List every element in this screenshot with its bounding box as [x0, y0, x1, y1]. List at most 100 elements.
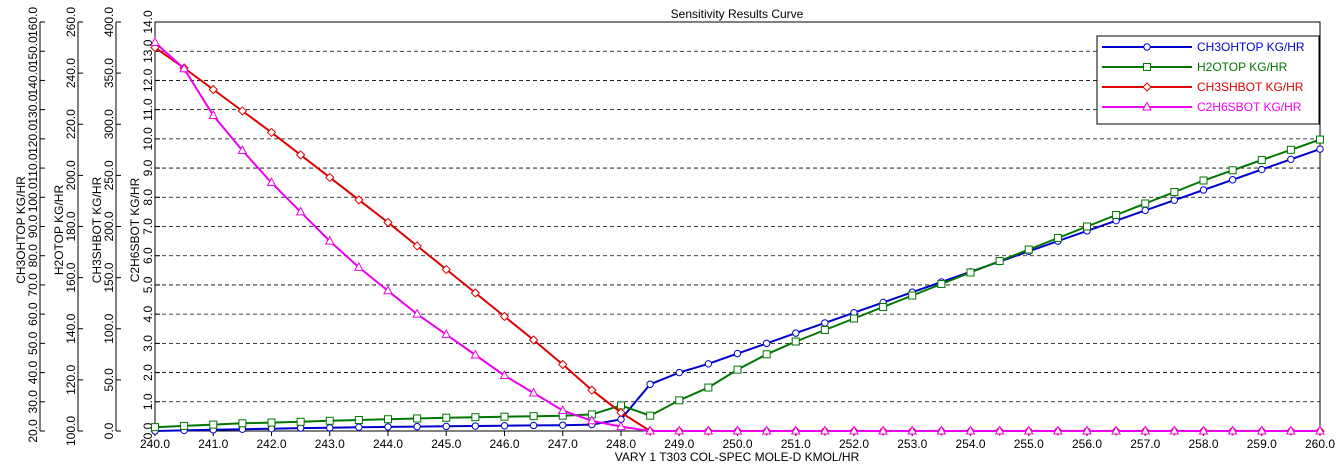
y-tick-label: 14.0: [141, 10, 155, 34]
data-point-triangle: [616, 421, 626, 431]
legend: CH3OHTOP KG/HR H2OTOP KG/HR CH3SHBOT KG/HR…: [1096, 35, 1320, 125]
y-axis-label-ch3shbot: CH3SHBOT KG/HR: [90, 176, 104, 283]
data-point-square: [238, 419, 247, 428]
data-point-circle: [1258, 165, 1266, 174]
data-point-diamond: [208, 84, 218, 95]
x-axis-label: VARY 1 T303 COL-SPEC MOLE-D KMOL/HR: [615, 450, 860, 464]
data-point-square: [791, 337, 800, 346]
y-tick-label: 300.0: [102, 109, 116, 139]
data-point-triangle: [1198, 425, 1209, 435]
y-tick-label: 260.0: [64, 7, 78, 37]
data-point-triangle: [557, 404, 568, 415]
data-point-square: [1257, 156, 1266, 165]
series-group: [150, 36, 1325, 436]
data-point-circle: [1228, 176, 1237, 184]
data-point-triangle: [441, 329, 452, 339]
data-point-square: [1141, 199, 1150, 208]
y-tick-label: 20.0: [26, 419, 40, 443]
x-tick-label: 256.0: [1072, 437, 1102, 451]
data-point-square: [1083, 222, 1091, 231]
data-point-triangle: [936, 425, 947, 435]
data-point-triangle: [1082, 425, 1092, 435]
data-point-triangle: [994, 425, 1005, 435]
data-point-diamond: [587, 385, 597, 395]
data-point-triangle: [820, 425, 830, 435]
y-tick-label: 2.0: [141, 364, 155, 381]
data-point-diamond: [441, 264, 451, 275]
x-tick-label: 251.0: [781, 437, 811, 451]
y-tick-label: 100.0: [26, 182, 40, 212]
x-tick-label: 259.0: [1247, 437, 1277, 451]
series-ch3ohtop: [151, 145, 1324, 435]
data-point-square: [1053, 234, 1062, 243]
data-point-triangle: [1286, 425, 1296, 435]
legend-entry: H2OTOP KG/HR: [1102, 60, 1288, 74]
series-line: [154, 138, 1321, 429]
y-tick-label: 10.0: [141, 127, 155, 151]
data-point-square: [267, 418, 276, 427]
y-tick-label: 140.0: [64, 313, 78, 343]
data-point-triangle: [237, 144, 248, 155]
data-point-circle: [1143, 43, 1151, 51]
x-tick-label: 244.0: [373, 437, 403, 451]
y-tick-label: 350.0: [102, 58, 116, 88]
x-tick-label: 257.0: [1130, 437, 1160, 451]
data-point-square: [908, 291, 917, 300]
y-tick-label: 250.0: [102, 160, 116, 190]
data-point-circle: [1316, 145, 1324, 153]
y-tick-label: 110.0: [26, 153, 40, 182]
x-tick-label: 240.0: [140, 437, 170, 451]
data-point-square: [1112, 210, 1121, 219]
data-point-triangle: [732, 425, 743, 435]
data-point-square: [733, 365, 742, 374]
data-point-triangle: [266, 177, 277, 187]
data-point-triangle: [587, 415, 597, 425]
data-point-square: [1316, 135, 1324, 144]
data-point-diamond: [528, 335, 539, 345]
y-tick-label: 140.0: [26, 65, 40, 95]
data-point-square: [413, 414, 422, 423]
data-point-triangle: [849, 425, 859, 435]
data-point-square: [820, 326, 829, 335]
data-point-triangle: [412, 308, 422, 318]
data-point-triangle: [1140, 425, 1151, 435]
y-tick-label: 8.0: [141, 189, 155, 206]
y-tick-label: 30.0: [26, 390, 40, 414]
y-tick-label: 220.0: [64, 109, 78, 139]
y-tick-label: 70.0: [26, 273, 40, 297]
data-point-triangle: [208, 109, 219, 119]
legend-label: C2H6SBOT KG/HR: [1197, 100, 1302, 114]
data-point-circle: [1141, 206, 1149, 215]
data-point-square: [325, 416, 334, 425]
y-axis-label-c2h6sbot: C2H6SBOT KG/HR: [128, 177, 142, 282]
data-point-circle: [500, 422, 509, 430]
data-point-diamond: [383, 217, 393, 228]
y-tick-label: 60.0: [26, 302, 40, 326]
data-point-square: [617, 401, 625, 410]
data-point-square: [500, 412, 509, 421]
data-point-triangle: [1053, 425, 1063, 435]
data-point-diamond: [470, 288, 481, 298]
data-point-triangle: [674, 425, 685, 435]
data-point-square: [937, 280, 946, 289]
data-point-circle: [762, 339, 771, 348]
x-tick-label: 248.0: [606, 437, 636, 451]
y-tick-label: 100.0: [102, 313, 116, 343]
legend-entry: CH3SHBOT KG/HR: [1102, 80, 1304, 94]
series-c2h6sbot: [150, 36, 1325, 435]
legend-entry: CH3OHTOP KG/HR: [1102, 40, 1305, 54]
data-point-square: [1143, 63, 1151, 71]
data-point-circle: [471, 422, 480, 430]
data-point-triangle: [383, 285, 393, 295]
data-point-triangle: [878, 425, 888, 435]
data-point-triangle: [703, 425, 714, 435]
y-tick-label: 80.0: [26, 244, 40, 268]
x-tick-label: 255.0: [1014, 437, 1044, 451]
data-point-circle: [1287, 155, 1295, 164]
data-point-square: [471, 413, 480, 422]
y-tick-label: 120.0: [64, 365, 78, 395]
data-point-square: [180, 421, 189, 430]
x-tick-label: 252.0: [839, 437, 869, 451]
data-point-triangle: [470, 349, 481, 359]
